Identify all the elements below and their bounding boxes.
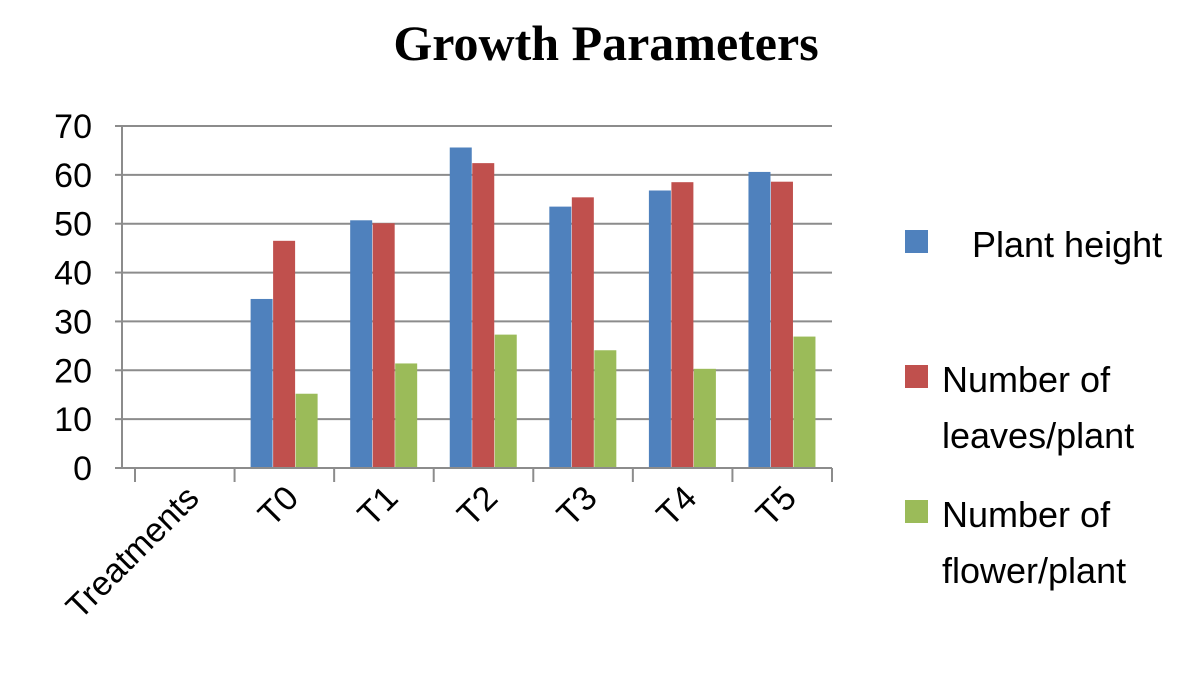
legend-item: Number of leaves/plant	[905, 359, 1134, 456]
y-tick-label: 60	[54, 157, 92, 195]
y-tick-label: 70	[54, 108, 92, 146]
legend-item: Number of flower/plant	[905, 494, 1126, 591]
bar-t2-series-3	[494, 334, 517, 468]
legend-swatch	[905, 500, 928, 523]
bar-t5-series-3	[793, 336, 816, 468]
bar-t1-series-3	[395, 363, 418, 468]
legend-label: Number of	[942, 359, 1111, 400]
legend-label: flower/plant	[942, 550, 1126, 591]
x-tick-label: T1	[351, 479, 406, 534]
y-tick-label: 40	[54, 255, 92, 293]
bars	[250, 147, 816, 469]
bar-t3-series-2	[571, 197, 594, 468]
x-tick-labels: Treatments T0 T1 T2 T3 T4 T5	[59, 479, 804, 627]
x-tick-label: T4	[649, 479, 704, 534]
y-tick-label: 0	[73, 450, 92, 488]
y-tick-label: 10	[54, 401, 92, 439]
bar-t4-series-1	[648, 190, 671, 468]
bar-t0-series-3	[295, 393, 318, 468]
bar-t5-series-2	[770, 181, 793, 468]
bar-t2-series-1	[449, 147, 472, 469]
bar-t2-series-2	[472, 163, 495, 469]
y-tick-label: 30	[54, 303, 92, 341]
y-tick-labels: 0 10 20 30 40 50 60 70	[54, 108, 92, 488]
bar-t3-series-1	[549, 206, 572, 468]
legend-label: leaves/plant	[942, 415, 1134, 456]
bar-t4-series-2	[671, 182, 694, 468]
chart-title: Growth Parameters	[393, 15, 818, 71]
x-tick-label: T2	[450, 479, 505, 534]
bar-t0-series-1	[250, 298, 273, 468]
bar-t4-series-3	[693, 368, 716, 468]
x-tick-label: T0	[251, 479, 306, 534]
x-tick-label: T5	[749, 479, 804, 534]
legend-item: Plant height	[905, 224, 1162, 265]
x-tick-label: T3	[550, 479, 605, 534]
axes	[115, 125, 833, 482]
legend-label: Plant height	[972, 224, 1162, 265]
y-tick-label: 50	[54, 206, 92, 244]
bar-t1-series-2	[372, 223, 395, 468]
legend-label: Number of	[942, 494, 1111, 535]
x-tick-label: Treatments	[59, 479, 207, 627]
bar-t5-series-1	[748, 171, 771, 468]
bar-t0-series-2	[273, 240, 296, 468]
legend-swatch	[905, 365, 928, 388]
legend-swatch	[905, 230, 928, 253]
bar-t1-series-1	[350, 220, 373, 468]
bar-t3-series-3	[594, 350, 617, 468]
y-tick-label: 20	[54, 352, 92, 390]
